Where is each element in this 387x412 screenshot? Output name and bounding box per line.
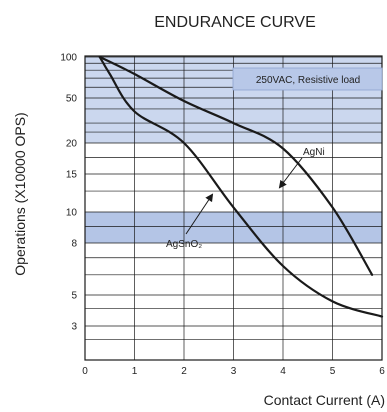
annotation-text: 250VAC, Resistive load [256, 75, 360, 86]
chart-title: ENDURANCE CURVE [154, 14, 316, 31]
agsno2-arrow [185, 193, 214, 235]
x-tick-label: 2 [181, 366, 187, 377]
y-axis-label: Operations (X10000 OPS) [12, 112, 28, 275]
agni-arrow [278, 157, 303, 189]
annotation-box [232, 67, 383, 91]
y-tick-label: 3 [71, 322, 77, 333]
y-tick-label: 20 [66, 139, 78, 150]
x-tick-label: 3 [231, 366, 237, 377]
series-line-agsno2 [98, 55, 384, 318]
x-tick-label: 6 [379, 366, 385, 377]
y-tick-label: 8 [71, 239, 77, 250]
x-tick-label: 0 [82, 366, 88, 377]
y-tick-label: 5 [71, 291, 77, 302]
y-tick-label: 50 [66, 94, 78, 105]
series-line-agni [98, 55, 374, 276]
y-tick-label: 10 [66, 208, 78, 219]
x-axis-label: Contact Current (A) [264, 392, 385, 408]
series-label-agsno2: AgSnO₂ [166, 239, 202, 250]
x-tick-label: 4 [280, 366, 286, 377]
series-label-agni: AgNi [303, 147, 325, 158]
y-tick-label: 100 [60, 53, 77, 64]
x-tick-label: 1 [132, 366, 138, 377]
x-tick-label: 5 [330, 366, 336, 377]
plot-frame [84, 55, 383, 361]
y-tick-label: 15 [66, 170, 78, 181]
